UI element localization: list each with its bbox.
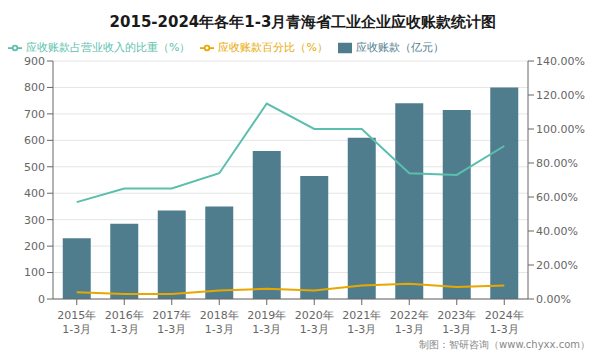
svg-text:700: 700: [24, 108, 45, 121]
svg-text:80.00%: 80.00%: [536, 157, 578, 170]
svg-text:2022年1-3月: 2022年1-3月: [390, 309, 429, 336]
svg-text:2017年1-3月: 2017年1-3月: [152, 309, 191, 336]
svg-text:900: 900: [24, 55, 45, 68]
svg-text:2024年1-3月: 2024年1-3月: [485, 309, 524, 336]
svg-text:2020年1-3月: 2020年1-3月: [295, 309, 334, 336]
html-text:2015-2024年各年1-3月青海省工业企业应收账款统计图: 2015-2024年各年1-3月青海省工业企业应收账款统计图: [109, 13, 497, 31]
svg-text:400: 400: [24, 187, 45, 200]
svg-text:2016年1-3月: 2016年1-3月: [105, 309, 144, 336]
svg-text:200: 200: [24, 240, 45, 253]
html-text:应收账款占营业收入的比重（%）: 应收账款占营业收入的比重（%）: [26, 41, 191, 54]
svg-text:100.00%: 100.00%: [536, 123, 585, 136]
svg-text:2015年1-3月: 2015年1-3月: [57, 309, 96, 336]
svg-text:500: 500: [24, 161, 45, 174]
svg-text:2019年1-3月: 2019年1-3月: [247, 309, 286, 336]
html-text:应收账款（亿元）: 应收账款（亿元）: [355, 41, 444, 54]
svg-text:300: 300: [24, 214, 45, 227]
svg-text:0.00%: 0.00%: [536, 293, 571, 306]
svg-text:60.00%: 60.00%: [536, 191, 578, 204]
svg-text:100: 100: [24, 266, 45, 279]
svg-text:800: 800: [24, 81, 45, 94]
svg-text:2021年1-3月: 2021年1-3月: [342, 309, 381, 336]
svg-text:40.00%: 40.00%: [536, 225, 578, 238]
svg-text:20.00%: 20.00%: [536, 259, 578, 272]
html-text:应收账款百分比（%）: 应收账款百分比（%）: [218, 41, 328, 54]
svg-text:120.00%: 120.00%: [536, 89, 585, 102]
html-text:制图：智研咨询（www.chyxx.com）: 制图：智研咨询（www.chyxx.com）: [419, 339, 590, 350]
svg-text:0: 0: [38, 293, 45, 306]
svg-text:600: 600: [24, 134, 45, 147]
svg-text:2018年1-3月: 2018年1-3月: [200, 309, 239, 336]
svg-text:2023年1-3月: 2023年1-3月: [437, 309, 476, 336]
svg-text:140.00%: 140.00%: [536, 55, 585, 68]
